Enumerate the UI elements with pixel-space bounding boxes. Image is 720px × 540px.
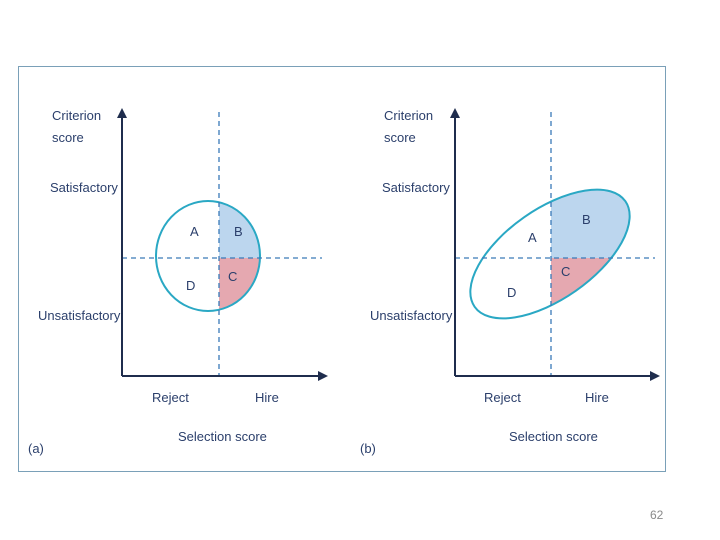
x-left-label: Reject [152, 390, 189, 405]
quadrant-b-fill [219, 201, 260, 258]
y-axis-title-line1: Criterion [384, 108, 433, 123]
x-right-label: Hire [255, 390, 279, 405]
y-low-label: Unsatisfactory [370, 308, 453, 323]
quadrant-b-label: B [582, 212, 591, 227]
quadrant-c-label: C [561, 264, 570, 279]
x-axis-title: Selection score [509, 429, 598, 444]
panel-label: (b) [360, 441, 376, 456]
quadrant-c-label: C [228, 269, 237, 284]
quadrant-d-label: D [186, 278, 195, 293]
y-low-label: Unsatisfactory [38, 308, 121, 323]
x-left-label: Reject [484, 390, 521, 405]
y-high-label: Satisfactory [50, 180, 118, 195]
scatter-ellipse [155, 200, 261, 312]
x-right-label: Hire [585, 390, 609, 405]
panel-a: Criterion score Satisfactory Unsatisfact… [28, 108, 328, 456]
x-axis-title: Selection score [178, 429, 267, 444]
y-high-label: Satisfactory [382, 180, 450, 195]
page-number: 62 [650, 508, 664, 522]
y-axis-title-line2: score [384, 130, 416, 145]
scatter-ellipse [469, 188, 631, 320]
quadrant-b-fill [551, 164, 652, 258]
y-axis-title-line1: Criterion [52, 108, 101, 123]
quadrant-a-label: A [190, 224, 199, 239]
quadrant-d-label: D [507, 285, 516, 300]
y-axis-title-line2: score [52, 130, 84, 145]
quadrant-a-label: A [528, 230, 537, 245]
panel-b: Criterion score Satisfactory Unsatisfact… [360, 108, 660, 456]
panel-label: (a) [28, 441, 44, 456]
quadrant-b-label: B [234, 224, 243, 239]
